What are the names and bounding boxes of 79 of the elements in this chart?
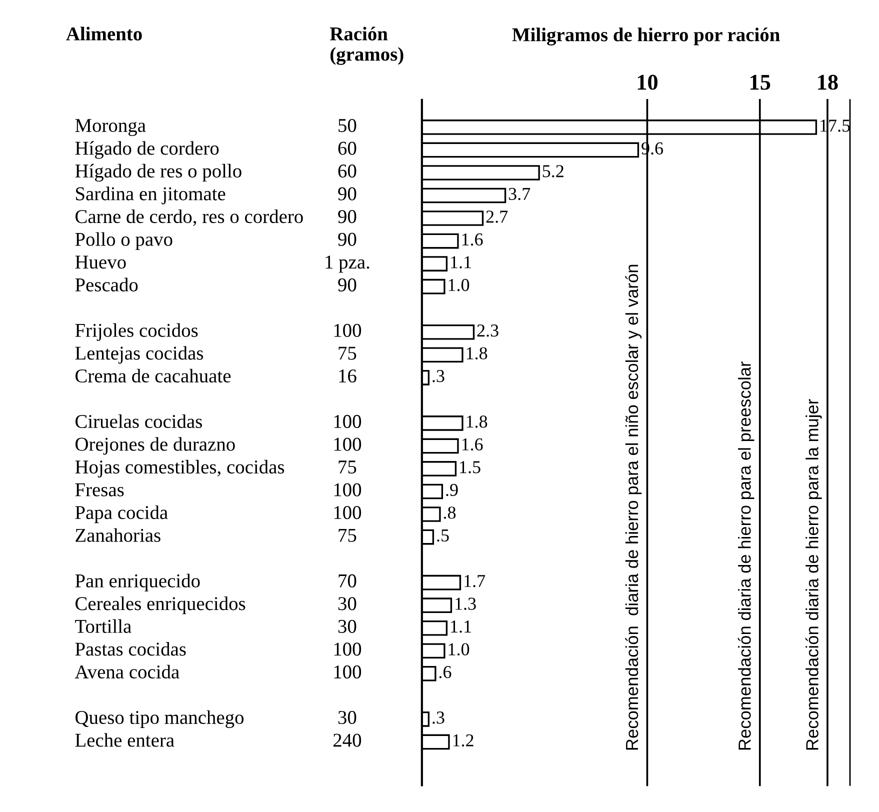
data-label: 1.8 [466,416,488,428]
y-tick-label: Zanahorias [76,528,160,542]
y-tick-label: Huevo [75,256,126,269]
y-tick-label: Queso tipo manchego [76,710,244,728]
y-tick-label: Sardina en jitomate [76,186,226,204]
y-tick-label: Papa cocida [75,505,168,524]
data-label: 5.2 [542,165,564,178]
data-label: 1.1 [451,620,471,633]
text: 100 [334,324,362,337]
x-tick-label: 15 [750,74,770,90]
text: 100 [334,506,362,520]
x-tick-label: 10 [638,74,658,90]
text: 75 [338,460,356,474]
text: 100 [334,483,362,496]
data-label: 1.2 [453,734,474,747]
text: 100 [334,642,362,656]
data-label: 1.0 [448,643,470,656]
data-label: 1.0 [448,278,470,292]
data-label: 1.5 [460,461,480,474]
data-label: 3.7 [508,188,530,200]
ref-line-label: Recomendación diaria de hierro para el preescolar [738,361,754,750]
data-label: .3 [432,370,444,382]
text: 75 [338,346,356,360]
chart-title: Miligramos de hierro por ración [512,28,780,46]
text: 90 [338,232,356,246]
y-tick-label: Orejones de durazno [76,437,235,455]
data-label: .8 [444,506,456,519]
y-tick-label: Fresas [75,483,124,496]
text: 100 [334,438,362,451]
data-label: 1.6 [462,233,483,246]
ref-line-label: Recomendación diaria de hierro para la mujer [805,399,822,750]
text: 90 [338,187,356,200]
text: 100 [334,414,362,428]
y-tick-label: Avena cocida [74,664,180,679]
y-tick-label: Crema de cacahuate [76,368,231,383]
y-tick-label: Cereales enriquecidos [76,596,246,614]
text: 70 [338,574,356,588]
data-label: .5 [437,530,449,542]
text: 75 [338,528,356,542]
text: 30 [338,597,356,610]
y-tick-label: Lentejas cocidas [75,346,204,364]
y-tick-label: Pan enriquecido [75,574,200,592]
y-tick-label: Tortilla [75,619,132,633]
y-tick-label: Leche entera [75,733,174,747]
y-tick-label: Frijoles cocidos [75,323,198,341]
y-tick-label: Hojas comestibles, cocidas [75,460,284,478]
y-tick-label: Hígado de cordero [75,141,219,159]
data-label: 1.6 [462,438,483,451]
y-tick-label: Ciruelas cocidas [76,414,202,428]
x-tick-label: 18 [818,74,838,90]
data-label: 2.3 [477,324,498,337]
text: 240 [333,734,362,747]
y-tick-label: Moronga [75,119,146,136]
text: 50 [338,118,356,132]
data-label: .3 [432,712,444,724]
y-tick-label: Hígado de res o pollo [75,164,242,182]
text: 16 [339,369,356,383]
data-label: .6 [439,666,452,678]
text: 100 [334,665,362,679]
text: 60 [338,142,356,155]
text: Ración (gramos) [330,26,404,65]
text: Alimento [66,26,142,40]
text: 90 [338,278,356,292]
y-tick-label: Pescado [75,278,138,292]
text: 1 pza. [326,256,370,273]
data-label: 1.1 [451,256,471,268]
data-label: .9 [446,484,458,496]
data-label: 2.7 [486,210,508,223]
text: 30 [338,620,356,633]
data-label: 1.8 [466,347,488,360]
data-label: 1.7 [464,574,486,588]
y-tick-label: Pastas cocidas [75,642,186,656]
text: 30 [338,710,356,724]
y-tick-label: Carne de cerdo, res o cordero [76,209,303,226]
data-label: 1.3 [456,598,476,610]
text: 60 [338,164,356,178]
text: 90 [338,210,356,224]
y-tick-label: Pollo o pavo [75,232,172,250]
ref-line-label: Recomendación diaria de hierro para el niño escolar y el varón [625,264,642,750]
